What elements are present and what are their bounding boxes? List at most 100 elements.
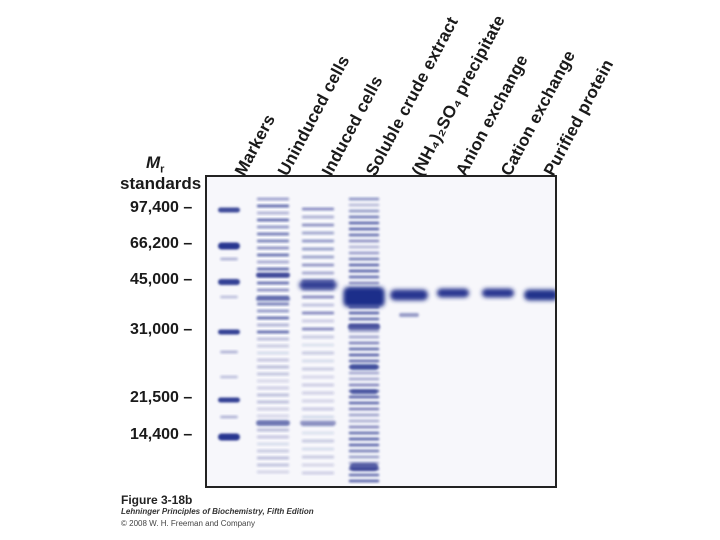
- lane-band: [301, 447, 335, 451]
- lane-band: [301, 407, 335, 411]
- lane-band: [256, 351, 290, 355]
- lane-band: [256, 365, 290, 369]
- marker-band: [220, 375, 238, 379]
- lane-band: [524, 289, 555, 301]
- lane-band: [256, 260, 290, 264]
- lane-band: [399, 313, 419, 317]
- lane-band: [301, 471, 335, 475]
- marker-band: [218, 433, 240, 441]
- lane-band: [301, 335, 335, 339]
- lane-band: [299, 280, 337, 290]
- lane-band: [256, 386, 290, 390]
- figure-title: Figure 3-18b: [121, 493, 193, 507]
- lane-band: [301, 311, 335, 315]
- lane-band: [348, 317, 380, 321]
- lane-band: [256, 420, 290, 426]
- lane-band: [301, 375, 335, 379]
- lane-band: [256, 316, 290, 320]
- lane-band: [256, 204, 290, 208]
- lane-band: [301, 255, 335, 259]
- lane-band: [256, 253, 290, 257]
- lane-band: [348, 203, 380, 207]
- marker-band: [218, 207, 240, 213]
- lane-band: [348, 383, 380, 387]
- marker-band: [218, 329, 240, 335]
- lane-band: [301, 463, 335, 467]
- lane-band: [301, 351, 335, 355]
- lane-band: [301, 223, 335, 227]
- lane-band: [348, 233, 380, 237]
- lane-band: [256, 288, 290, 292]
- lane-band: [348, 341, 380, 345]
- lane-band: [348, 335, 380, 339]
- lane-band: [348, 209, 380, 213]
- lane-band: [481, 288, 515, 298]
- lane-band: [256, 442, 290, 446]
- lane-band: [348, 215, 380, 219]
- marker-band: [218, 397, 240, 403]
- lane-band: [348, 329, 380, 333]
- gel-bands: [207, 177, 555, 486]
- lane-band: [349, 364, 379, 370]
- lane-band: [348, 281, 380, 285]
- lane-band: [348, 449, 380, 453]
- lane-band: [348, 275, 380, 279]
- lane-band: [348, 197, 380, 201]
- lane-band: [301, 439, 335, 443]
- lane-band: [256, 456, 290, 460]
- lane-band: [348, 347, 380, 351]
- lane-label-markers: Markers: [231, 111, 280, 179]
- lane-band: [348, 251, 380, 255]
- lane-band: [348, 239, 380, 243]
- lane-band: [301, 383, 335, 387]
- lane-band: [256, 449, 290, 453]
- lane-band: [256, 246, 290, 250]
- lane-band: [390, 289, 428, 301]
- mr-subscript: r: [160, 163, 165, 176]
- lane-band: [256, 281, 290, 285]
- lane-band: [348, 377, 380, 381]
- lane-band: [256, 393, 290, 397]
- mr-standards-label: standards: [120, 174, 202, 193]
- lane-band: [256, 344, 290, 348]
- lane-band: [256, 330, 290, 334]
- lane-band: [301, 303, 335, 307]
- lane-band: [256, 414, 290, 418]
- lane-band: [436, 288, 470, 298]
- lane-band: [301, 207, 335, 211]
- lane-band: [348, 437, 380, 441]
- lane-band: [348, 269, 380, 273]
- lane-band: [348, 455, 380, 459]
- lane-band: [301, 239, 335, 243]
- figure-copyright: © 2008 W. H. Freeman and Company: [121, 519, 255, 528]
- mw-label-21500: 21,500 –: [130, 389, 193, 406]
- lane-band: [348, 257, 380, 261]
- lane-band: [348, 245, 380, 249]
- mw-label-66200: 66,200 –: [130, 235, 193, 252]
- lane-band: [256, 407, 290, 411]
- lane-band: [256, 323, 290, 327]
- marker-band: [220, 415, 238, 419]
- lane-band: [300, 420, 336, 426]
- lane-band: [256, 435, 290, 439]
- lane-band: [347, 324, 381, 330]
- mr-title: Mr: [146, 153, 164, 175]
- lane-band: [349, 463, 379, 471]
- gel-band-layer: [218, 197, 555, 483]
- lane-band: [348, 443, 380, 447]
- lane-band: [256, 218, 290, 222]
- lane-band: [256, 267, 290, 271]
- lane-band: [256, 358, 290, 362]
- marker-band: [220, 295, 238, 299]
- lane-band: [256, 379, 290, 383]
- lane-band: [301, 455, 335, 459]
- lane-band: [301, 231, 335, 235]
- lane-band: [348, 473, 380, 477]
- lane-band: [348, 353, 380, 357]
- lane-band: [348, 395, 380, 399]
- lane-band: [301, 391, 335, 395]
- marker-band: [218, 242, 240, 250]
- lane-band: [348, 431, 380, 435]
- lane-band: [301, 359, 335, 363]
- lane-band: [301, 295, 335, 299]
